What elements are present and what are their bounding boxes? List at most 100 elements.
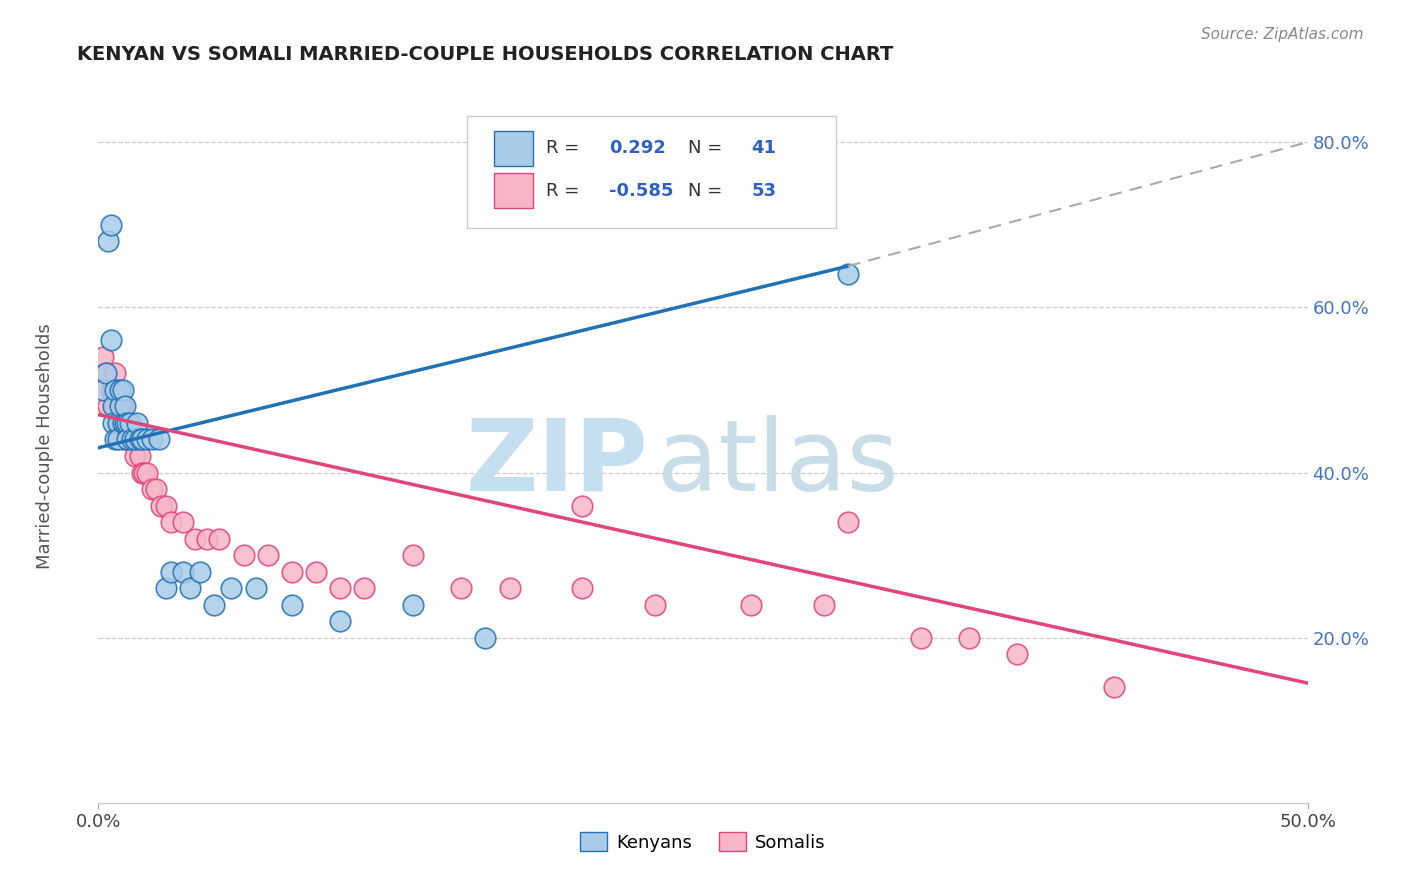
Text: -0.585: -0.585 xyxy=(609,182,673,200)
Point xyxy=(141,482,163,496)
Text: N =: N = xyxy=(689,139,728,157)
Text: 41: 41 xyxy=(751,139,776,157)
Point xyxy=(101,383,124,397)
Point xyxy=(127,416,149,430)
FancyBboxPatch shape xyxy=(494,131,533,166)
Point xyxy=(498,581,520,595)
Point xyxy=(100,218,122,232)
Text: 53: 53 xyxy=(751,182,776,200)
Point xyxy=(135,466,157,480)
Point xyxy=(114,433,136,447)
Point xyxy=(124,449,146,463)
Point xyxy=(160,565,183,579)
Point xyxy=(155,581,177,595)
Point xyxy=(128,433,150,447)
Point xyxy=(450,581,472,595)
Point xyxy=(108,400,131,414)
FancyBboxPatch shape xyxy=(494,173,533,208)
Point xyxy=(957,631,980,645)
Point xyxy=(100,334,122,348)
Point xyxy=(104,383,127,397)
Point xyxy=(188,565,211,579)
Point xyxy=(1102,680,1125,694)
Point xyxy=(281,565,304,579)
Point xyxy=(114,416,136,430)
Point xyxy=(104,400,127,414)
Point xyxy=(128,449,150,463)
Point xyxy=(204,598,226,612)
Legend: Kenyans, Somalis: Kenyans, Somalis xyxy=(572,825,834,859)
Text: atlas: atlas xyxy=(657,415,898,512)
Point xyxy=(150,499,173,513)
Point xyxy=(353,581,375,595)
Point xyxy=(131,466,153,480)
Point xyxy=(117,416,139,430)
Point xyxy=(101,416,124,430)
Point xyxy=(108,400,131,414)
Point xyxy=(644,598,666,612)
Point xyxy=(740,598,762,612)
Point xyxy=(121,433,143,447)
Point xyxy=(108,416,131,430)
Text: Source: ZipAtlas.com: Source: ZipAtlas.com xyxy=(1201,27,1364,42)
Point xyxy=(117,433,139,447)
Point xyxy=(111,383,134,397)
Point xyxy=(117,416,139,430)
Text: R =: R = xyxy=(546,182,585,200)
Point xyxy=(172,515,194,529)
Point xyxy=(111,433,134,447)
Point xyxy=(256,548,278,562)
Point xyxy=(172,565,194,579)
Text: 0.292: 0.292 xyxy=(609,139,665,157)
Point xyxy=(245,581,267,595)
Point xyxy=(97,400,120,414)
Point xyxy=(910,631,932,645)
Point xyxy=(107,416,129,430)
Text: R =: R = xyxy=(546,139,585,157)
Point xyxy=(232,548,254,562)
Point xyxy=(118,416,141,430)
Point xyxy=(155,499,177,513)
Point xyxy=(1007,647,1029,661)
Point xyxy=(111,400,134,414)
Point xyxy=(107,383,129,397)
Point xyxy=(107,433,129,447)
Point xyxy=(571,581,593,595)
Text: Married-couple Households: Married-couple Households xyxy=(37,323,53,569)
Point xyxy=(91,383,114,397)
Point xyxy=(114,416,136,430)
Point xyxy=(208,532,231,546)
Point xyxy=(281,598,304,612)
Point xyxy=(131,433,153,447)
Point xyxy=(101,400,124,414)
Point xyxy=(127,433,149,447)
Point xyxy=(474,631,496,645)
Point xyxy=(121,433,143,447)
FancyBboxPatch shape xyxy=(467,116,837,228)
Point xyxy=(117,433,139,447)
Point xyxy=(97,235,120,249)
Point xyxy=(148,433,170,447)
Point xyxy=(195,532,218,546)
Point xyxy=(91,350,114,364)
Point xyxy=(837,268,859,282)
Point xyxy=(94,367,117,381)
Point xyxy=(104,433,127,447)
Point xyxy=(813,598,835,612)
Text: ZIP: ZIP xyxy=(465,415,648,512)
Text: N =: N = xyxy=(689,182,728,200)
Point xyxy=(402,548,425,562)
Point xyxy=(571,499,593,513)
Point xyxy=(221,581,243,595)
Point xyxy=(305,565,328,579)
Point xyxy=(94,367,117,381)
Point xyxy=(135,433,157,447)
Point xyxy=(134,466,156,480)
Point xyxy=(837,515,859,529)
Point xyxy=(111,416,134,430)
Point xyxy=(329,614,352,628)
Point xyxy=(118,433,141,447)
Point xyxy=(329,581,352,595)
Point xyxy=(107,416,129,430)
Point xyxy=(104,367,127,381)
